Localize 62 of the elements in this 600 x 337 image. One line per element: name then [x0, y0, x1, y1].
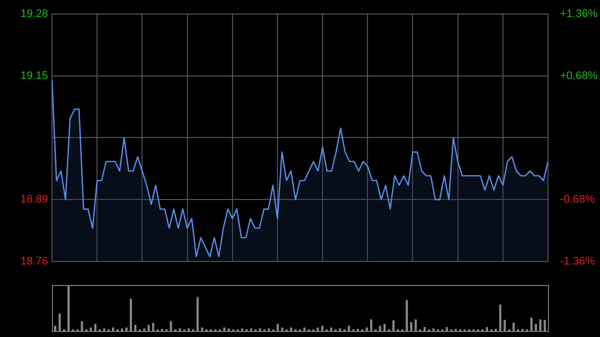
- bar: [504, 320, 506, 331]
- bar: [321, 326, 324, 331]
- bar: [54, 326, 56, 331]
- bar: [250, 328, 252, 331]
- y2-tick-label: +1.36%: [560, 8, 598, 20]
- bar: [201, 328, 204, 331]
- bar: [148, 324, 150, 331]
- bar: [370, 319, 372, 331]
- bar: [120, 328, 124, 331]
- bar: [316, 328, 319, 331]
- bar: [330, 328, 332, 331]
- y-tick-label: 18.89: [20, 194, 48, 206]
- bar: [486, 327, 488, 331]
- bar: [152, 323, 154, 331]
- bar: [414, 319, 417, 331]
- bar: [303, 328, 306, 331]
- bar: [258, 328, 262, 331]
- bar: [178, 328, 181, 331]
- bar: [544, 320, 546, 331]
- bar: [424, 327, 426, 331]
- bar: [290, 328, 292, 331]
- bar: [281, 328, 284, 331]
- bar: [379, 326, 382, 331]
- bar: [103, 328, 106, 331]
- bar: [125, 328, 128, 331]
- y2-tick-label: -0.68%: [560, 194, 596, 206]
- bar: [539, 319, 542, 331]
- bar: [80, 321, 84, 331]
- bar: [134, 324, 136, 331]
- y2-tick-label: -1.36%: [560, 255, 596, 268]
- bar: [383, 324, 386, 331]
- bar: [90, 328, 92, 331]
- bar: [348, 326, 350, 331]
- bar: [530, 318, 533, 331]
- y-tick-label: 19.28: [20, 8, 48, 20]
- bar: [228, 328, 230, 331]
- bar: [170, 321, 172, 331]
- bar: [392, 320, 395, 331]
- bar: [366, 328, 368, 331]
- bar: [432, 328, 435, 331]
- bar: [338, 328, 342, 331]
- bar: [410, 322, 412, 331]
- bar: [512, 322, 515, 331]
- bar: [446, 327, 448, 331]
- bar: [58, 314, 61, 331]
- bar: [143, 328, 146, 331]
- bar: [223, 328, 226, 331]
- bar: [112, 328, 114, 331]
- bar: [499, 304, 502, 331]
- bar: [276, 324, 279, 331]
- bar: [67, 286, 70, 331]
- bar: [130, 298, 132, 331]
- bar: [94, 324, 96, 331]
- bar: [196, 296, 199, 331]
- bar: [188, 328, 190, 331]
- y2-tick-label: +0.68%: [560, 70, 598, 82]
- bar: [268, 328, 270, 331]
- bar: [241, 328, 244, 331]
- bar: [534, 324, 537, 331]
- bar: [406, 300, 408, 331]
- y-tick-label: 19.15: [20, 70, 48, 82]
- y-tick-label: 18.76: [20, 255, 48, 268]
